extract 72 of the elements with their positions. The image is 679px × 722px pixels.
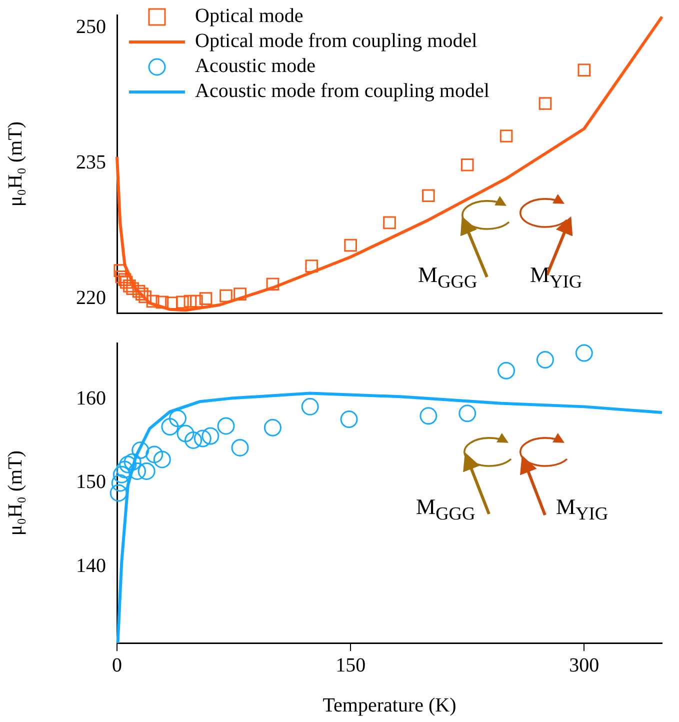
point (536, 351, 554, 369)
y-tick-label: 160 (76, 387, 106, 410)
annotation: M$_{GGG}$ (416, 494, 476, 524)
legend-label: Acoustic mode (195, 54, 316, 79)
point (146, 446, 164, 464)
y-tick-label: 140 (76, 554, 106, 577)
point (305, 260, 318, 272)
annotation: M$_{GGG}$ (418, 262, 478, 292)
point (420, 407, 438, 425)
point (458, 404, 476, 422)
point (202, 427, 220, 445)
point (132, 442, 150, 460)
point (115, 270, 128, 284)
point (120, 276, 133, 289)
point (119, 456, 137, 474)
point (176, 296, 189, 309)
point (161, 418, 179, 436)
point (231, 439, 249, 456)
point (383, 216, 396, 230)
point (128, 462, 146, 480)
point (217, 417, 235, 435)
point (132, 284, 146, 298)
point (168, 410, 186, 428)
point (136, 288, 148, 300)
point (110, 484, 128, 502)
point (194, 430, 212, 448)
point (460, 158, 474, 172)
point (422, 189, 435, 202)
point (190, 294, 203, 308)
point (578, 64, 591, 76)
point (123, 280, 136, 292)
x-tick-label: 150 (336, 654, 366, 676)
y-tick-label: 220 (76, 286, 106, 309)
point (153, 450, 171, 468)
point (234, 288, 246, 300)
point (538, 97, 552, 110)
point (118, 273, 132, 286)
x-axis-title: Temperature (K) (322, 694, 456, 716)
x-tick-label: 0 (112, 654, 122, 676)
point (264, 418, 282, 436)
point (220, 289, 232, 302)
point (116, 460, 134, 478)
point (575, 344, 593, 362)
y-tick-label: 235 (76, 151, 106, 174)
legend-label: Acoustic mode from coupling model (195, 79, 490, 104)
point (184, 294, 197, 308)
point (138, 462, 156, 480)
y-tick-label: 250 (76, 16, 106, 38)
point (146, 294, 160, 308)
y-tick-label: 150 (76, 471, 106, 494)
legend-label: Optical mode from coupling model (195, 29, 478, 54)
point (111, 474, 129, 492)
point (138, 290, 152, 304)
y-axis-title: μ₀H₀ (mT) (4, 450, 26, 536)
legend-label: Optical mode (195, 4, 304, 29)
y-axis-title: μ₀H₀ (mT) (4, 121, 26, 207)
annotation: M$_{YIG}$ (556, 494, 608, 524)
point (500, 130, 513, 142)
point (176, 424, 194, 442)
point (184, 431, 202, 449)
point (340, 410, 358, 428)
point (112, 466, 130, 484)
point (344, 238, 357, 252)
point (266, 278, 280, 291)
annotation: M$_{YIG}$ (530, 262, 582, 292)
point (124, 453, 142, 471)
point (199, 292, 212, 305)
point (498, 362, 516, 380)
x-tick-label: 300 (569, 654, 600, 676)
point (156, 296, 169, 309)
point (114, 264, 127, 277)
point (301, 398, 319, 416)
